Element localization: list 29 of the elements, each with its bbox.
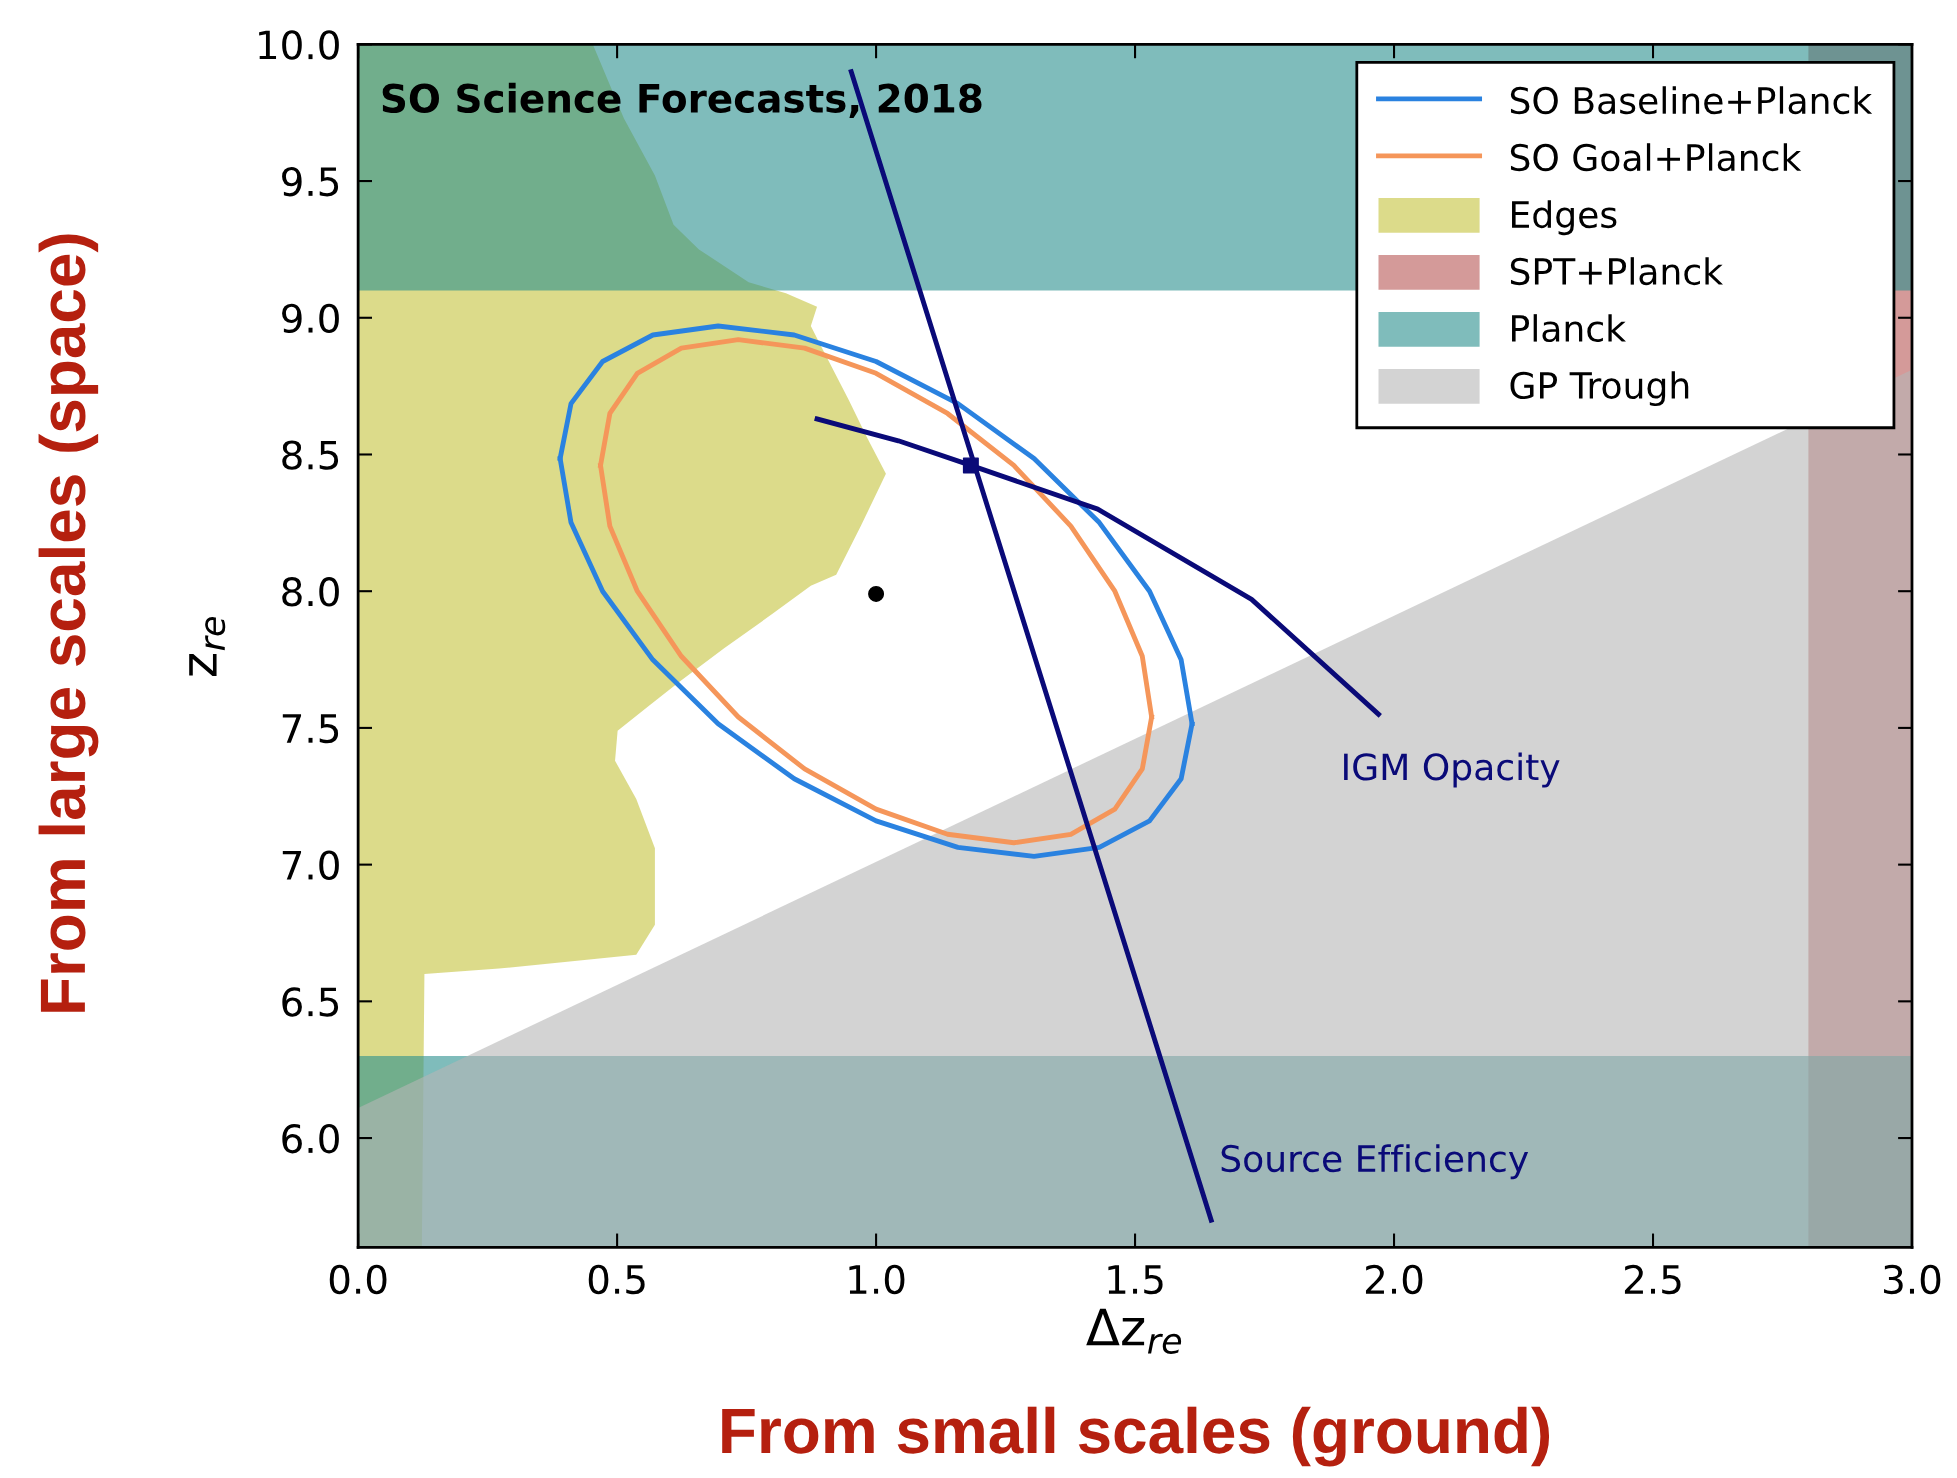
x-tick-label: 2.5 [1624,1264,1681,1295]
x-tick-label: 0.0 [329,1264,387,1295]
text: From large scales (space) [38,234,99,1012]
y-tick-label: 8.5 [282,440,339,470]
y-tick-label: 6.0 [282,1123,339,1154]
text: SO Science Forecasts, 2018 [382,82,982,118]
y-tick-label: 9.5 [282,166,339,197]
legend-label: Planck [1512,314,1626,343]
legend-label: Edges [1512,200,1617,236]
x-tick-label: 2.0 [1365,1264,1423,1295]
x-axis-title: Δz$_{re}$ [1086,1308,1182,1354]
legend-label: GP Trough [1510,371,1689,407]
x-tick-label: 1.5 [1108,1265,1163,1295]
y-tick-label: 7.0 [282,850,339,880]
text: From small scales (ground) [722,1406,1550,1467]
legend-label: SO Baseline+Planck [1510,86,1873,115]
annotation: IGM Opacity [1344,752,1560,788]
x-tick-label: 1.0 [849,1264,905,1295]
y-tick-label: 10.0 [259,30,339,60]
y-tick-label: 9.0 [282,303,339,334]
annotation: Source Efficiency [1221,1144,1529,1180]
legend-label: SPT+Planck [1510,257,1723,286]
legend-label: SO Goal+Planck [1510,143,1802,172]
y-axis-title: z$_{re}$ [189,617,226,676]
y-tick-label: 6.5 [282,987,339,1017]
y-tick-label: 8.0 [282,577,339,607]
x-tick-label: 0.5 [588,1264,645,1295]
y-tick-label: 7.5 [282,714,339,744]
x-tick-label: 3.0 [1884,1264,1941,1295]
